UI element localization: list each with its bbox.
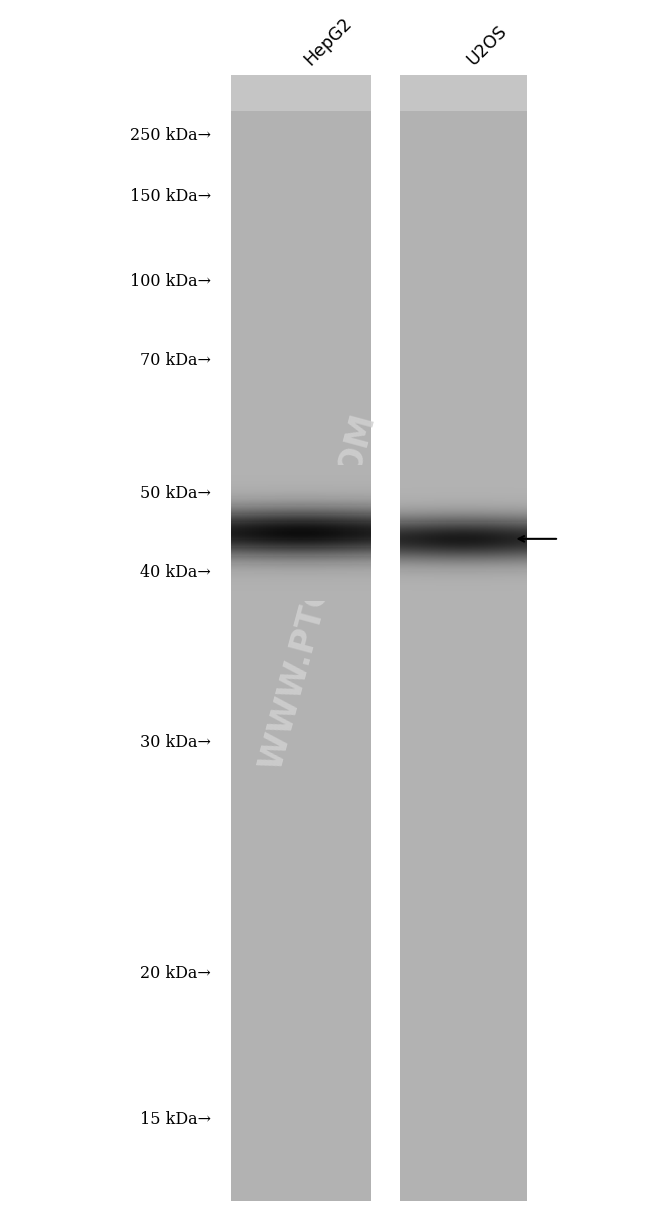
Text: 50 kDa→: 50 kDa→ <box>140 486 211 503</box>
Text: 250 kDa→: 250 kDa→ <box>130 127 211 144</box>
Text: HepG2: HepG2 <box>300 13 356 68</box>
Text: 100 kDa→: 100 kDa→ <box>130 273 211 290</box>
Text: 15 kDa→: 15 kDa→ <box>140 1112 211 1128</box>
Text: WWW.PTGLAB.COM: WWW.PTGLAB.COM <box>255 410 382 772</box>
Text: 40 kDa→: 40 kDa→ <box>140 564 211 581</box>
Bar <box>231 75 370 111</box>
Bar <box>400 75 526 1201</box>
Text: 20 kDa→: 20 kDa→ <box>140 965 211 982</box>
Text: 30 kDa→: 30 kDa→ <box>140 735 211 751</box>
Bar <box>231 75 370 1201</box>
Text: 70 kDa→: 70 kDa→ <box>140 352 211 368</box>
Bar <box>400 75 526 111</box>
Text: 150 kDa→: 150 kDa→ <box>130 187 211 204</box>
Text: U2OS: U2OS <box>463 22 510 68</box>
